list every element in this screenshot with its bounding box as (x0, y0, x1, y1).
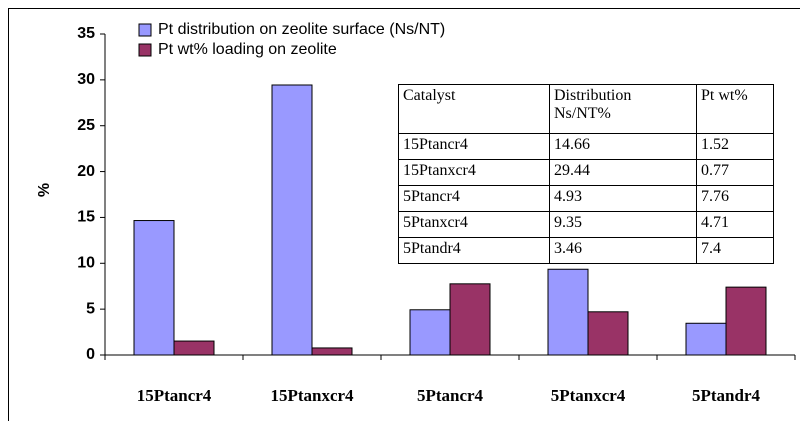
x-tick-label: 5Ptancr4 (417, 386, 484, 405)
y-tick-label: 0 (86, 346, 95, 363)
x-tick-label: 5Ptandr4 (692, 386, 761, 405)
table-row: 5Ptancr4 4.93 7.76 (398, 185, 774, 212)
frame (8, 8, 800, 421)
legend-swatch (138, 23, 152, 37)
table-cell: 5Ptanxcr4 (398, 211, 550, 238)
y-tick-label: 25 (77, 117, 95, 134)
y-tick-label: 30 (77, 71, 95, 88)
table-cell: 1.52 (696, 133, 774, 160)
y-tick-label: 5 (86, 300, 95, 317)
table-row: 15Ptanxcr4 29.44 0.77 (398, 159, 774, 186)
table-row: Catalyst Distribution Ns/NT% Pt wt% (398, 84, 774, 134)
table-row: 5Ptanxcr4 9.35 4.71 (398, 211, 774, 238)
table-cell: 14.66 (549, 133, 697, 160)
table-row: 5Ptandr4 3.46 7.4 (398, 237, 774, 264)
y-tick-label: 35 (77, 25, 95, 42)
table-cell: 15Ptancr4 (398, 133, 550, 160)
bar (271, 84, 313, 356)
legend-label: Pt wt% loading on zeolite (158, 41, 337, 58)
y-tick-label: 15 (77, 209, 95, 226)
table-cell: 5Ptancr4 (398, 185, 550, 212)
table-cell: 5Ptandr4 (398, 237, 550, 264)
bar (409, 309, 451, 356)
table-cell: 4.93 (549, 185, 697, 212)
table-cell: Pt wt% (696, 84, 774, 134)
bar (133, 220, 175, 356)
table-cell: 4.71 (696, 211, 774, 238)
y-tick-label: 10 (77, 255, 95, 272)
table-row: 15Ptancr4 14.66 1.52 (398, 133, 774, 160)
table-cell: 3.46 (549, 237, 697, 264)
x-tick-label: 15Ptanxcr4 (270, 386, 354, 405)
legend-swatch (138, 43, 152, 57)
table-cell: 0.77 (696, 159, 774, 186)
y-tick-label: 20 (77, 163, 95, 180)
bar (173, 340, 215, 356)
legend-label: Pt distribution on zeolite surface (Ns/N… (158, 21, 445, 38)
bar (311, 347, 353, 356)
table-cell: 9.35 (549, 211, 697, 238)
table-cell: Distribution Ns/NT% (549, 84, 697, 134)
table-cell: Catalyst (398, 84, 550, 134)
table-cell: 7.76 (696, 185, 774, 212)
bar (449, 283, 491, 356)
bar (685, 322, 727, 356)
bar (725, 286, 767, 356)
x-tick-label: 15Ptancr4 (137, 386, 212, 405)
bar (587, 311, 629, 356)
bar (547, 268, 589, 356)
table-cell: 29.44 (549, 159, 697, 186)
table-cell: 7.4 (696, 237, 774, 264)
table-cell: 15Ptanxcr4 (398, 159, 550, 186)
y-axis-label: % (36, 183, 53, 197)
data-table: Catalyst Distribution Ns/NT% Pt wt% 15Ptanc… (398, 84, 774, 264)
x-tick-label: 5Ptanxcr4 (551, 386, 626, 405)
